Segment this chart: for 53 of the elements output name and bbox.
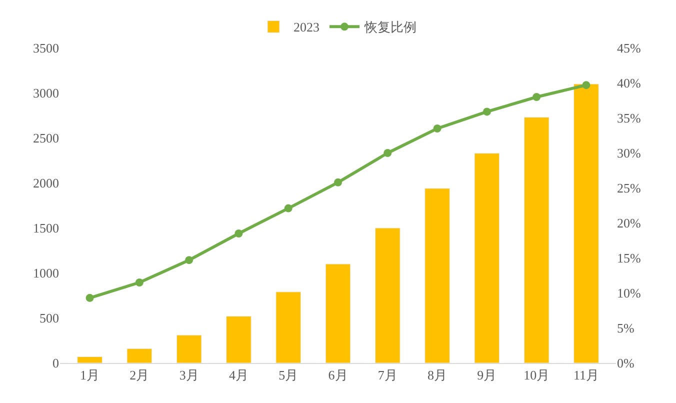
bar: [176, 334, 202, 363]
point: [482, 108, 491, 116]
y2-tick-label: 15%: [617, 250, 641, 266]
y-tick-label: 1000: [33, 266, 59, 281]
y2-tick-label: 35%: [617, 110, 641, 126]
y2-tick-label: 40%: [617, 76, 641, 91]
y-tick-label: 2000: [33, 176, 59, 191]
y-tick-label: 2500: [33, 130, 59, 146]
bar: [374, 228, 400, 363]
point: [135, 278, 144, 286]
y-tick-label: 0: [52, 356, 59, 371]
bar: [226, 316, 252, 363]
x-tick-label: 3月: [179, 368, 199, 383]
legend-label: 2023: [294, 20, 320, 35]
y2-tick-label: 20%: [617, 216, 641, 231]
y-tick-label: 3000: [33, 86, 59, 101]
x-tick-label: 1月: [80, 368, 100, 383]
y-tick-label: 1500: [33, 220, 59, 236]
x-tick-label: 4月: [228, 368, 248, 383]
bar: [77, 356, 102, 363]
bar: [325, 264, 351, 363]
y-tick-label: 3500: [33, 40, 59, 56]
point: [532, 93, 541, 101]
point: [334, 178, 342, 186]
x-tick-label: 6月: [328, 368, 348, 383]
point: [433, 124, 442, 132]
x-tick-label: 7月: [378, 368, 398, 383]
point: [284, 204, 292, 212]
y2-tick-label: 30%: [617, 146, 641, 161]
point: [582, 81, 590, 90]
point: [384, 149, 392, 157]
bar: [126, 348, 152, 363]
x-tick-label: 8月: [428, 368, 448, 383]
y2-tick-label: 5%: [617, 320, 634, 336]
bar: [474, 153, 500, 363]
point: [185, 256, 194, 264]
x-tick-label: 9月: [477, 368, 497, 383]
bar: [276, 292, 302, 363]
y2-tick-label: 45%: [617, 40, 641, 56]
bar: [574, 84, 599, 363]
y2-tick-label: 10%: [617, 286, 641, 301]
point: [234, 230, 243, 238]
bar: [424, 188, 450, 363]
x-tick-label: 2月: [130, 368, 150, 383]
y-tick-label: 500: [40, 310, 59, 326]
y2-tick-label: 25%: [617, 180, 641, 196]
x-tick-label: 10月: [524, 368, 550, 383]
point: [86, 294, 94, 302]
x-tick-label: 11月: [573, 368, 599, 383]
y2-tick-label: 0%: [617, 356, 634, 371]
legend-label: 恢复比例: [364, 20, 416, 35]
x-tick-label: 5月: [278, 368, 298, 383]
bar: [524, 117, 550, 363]
